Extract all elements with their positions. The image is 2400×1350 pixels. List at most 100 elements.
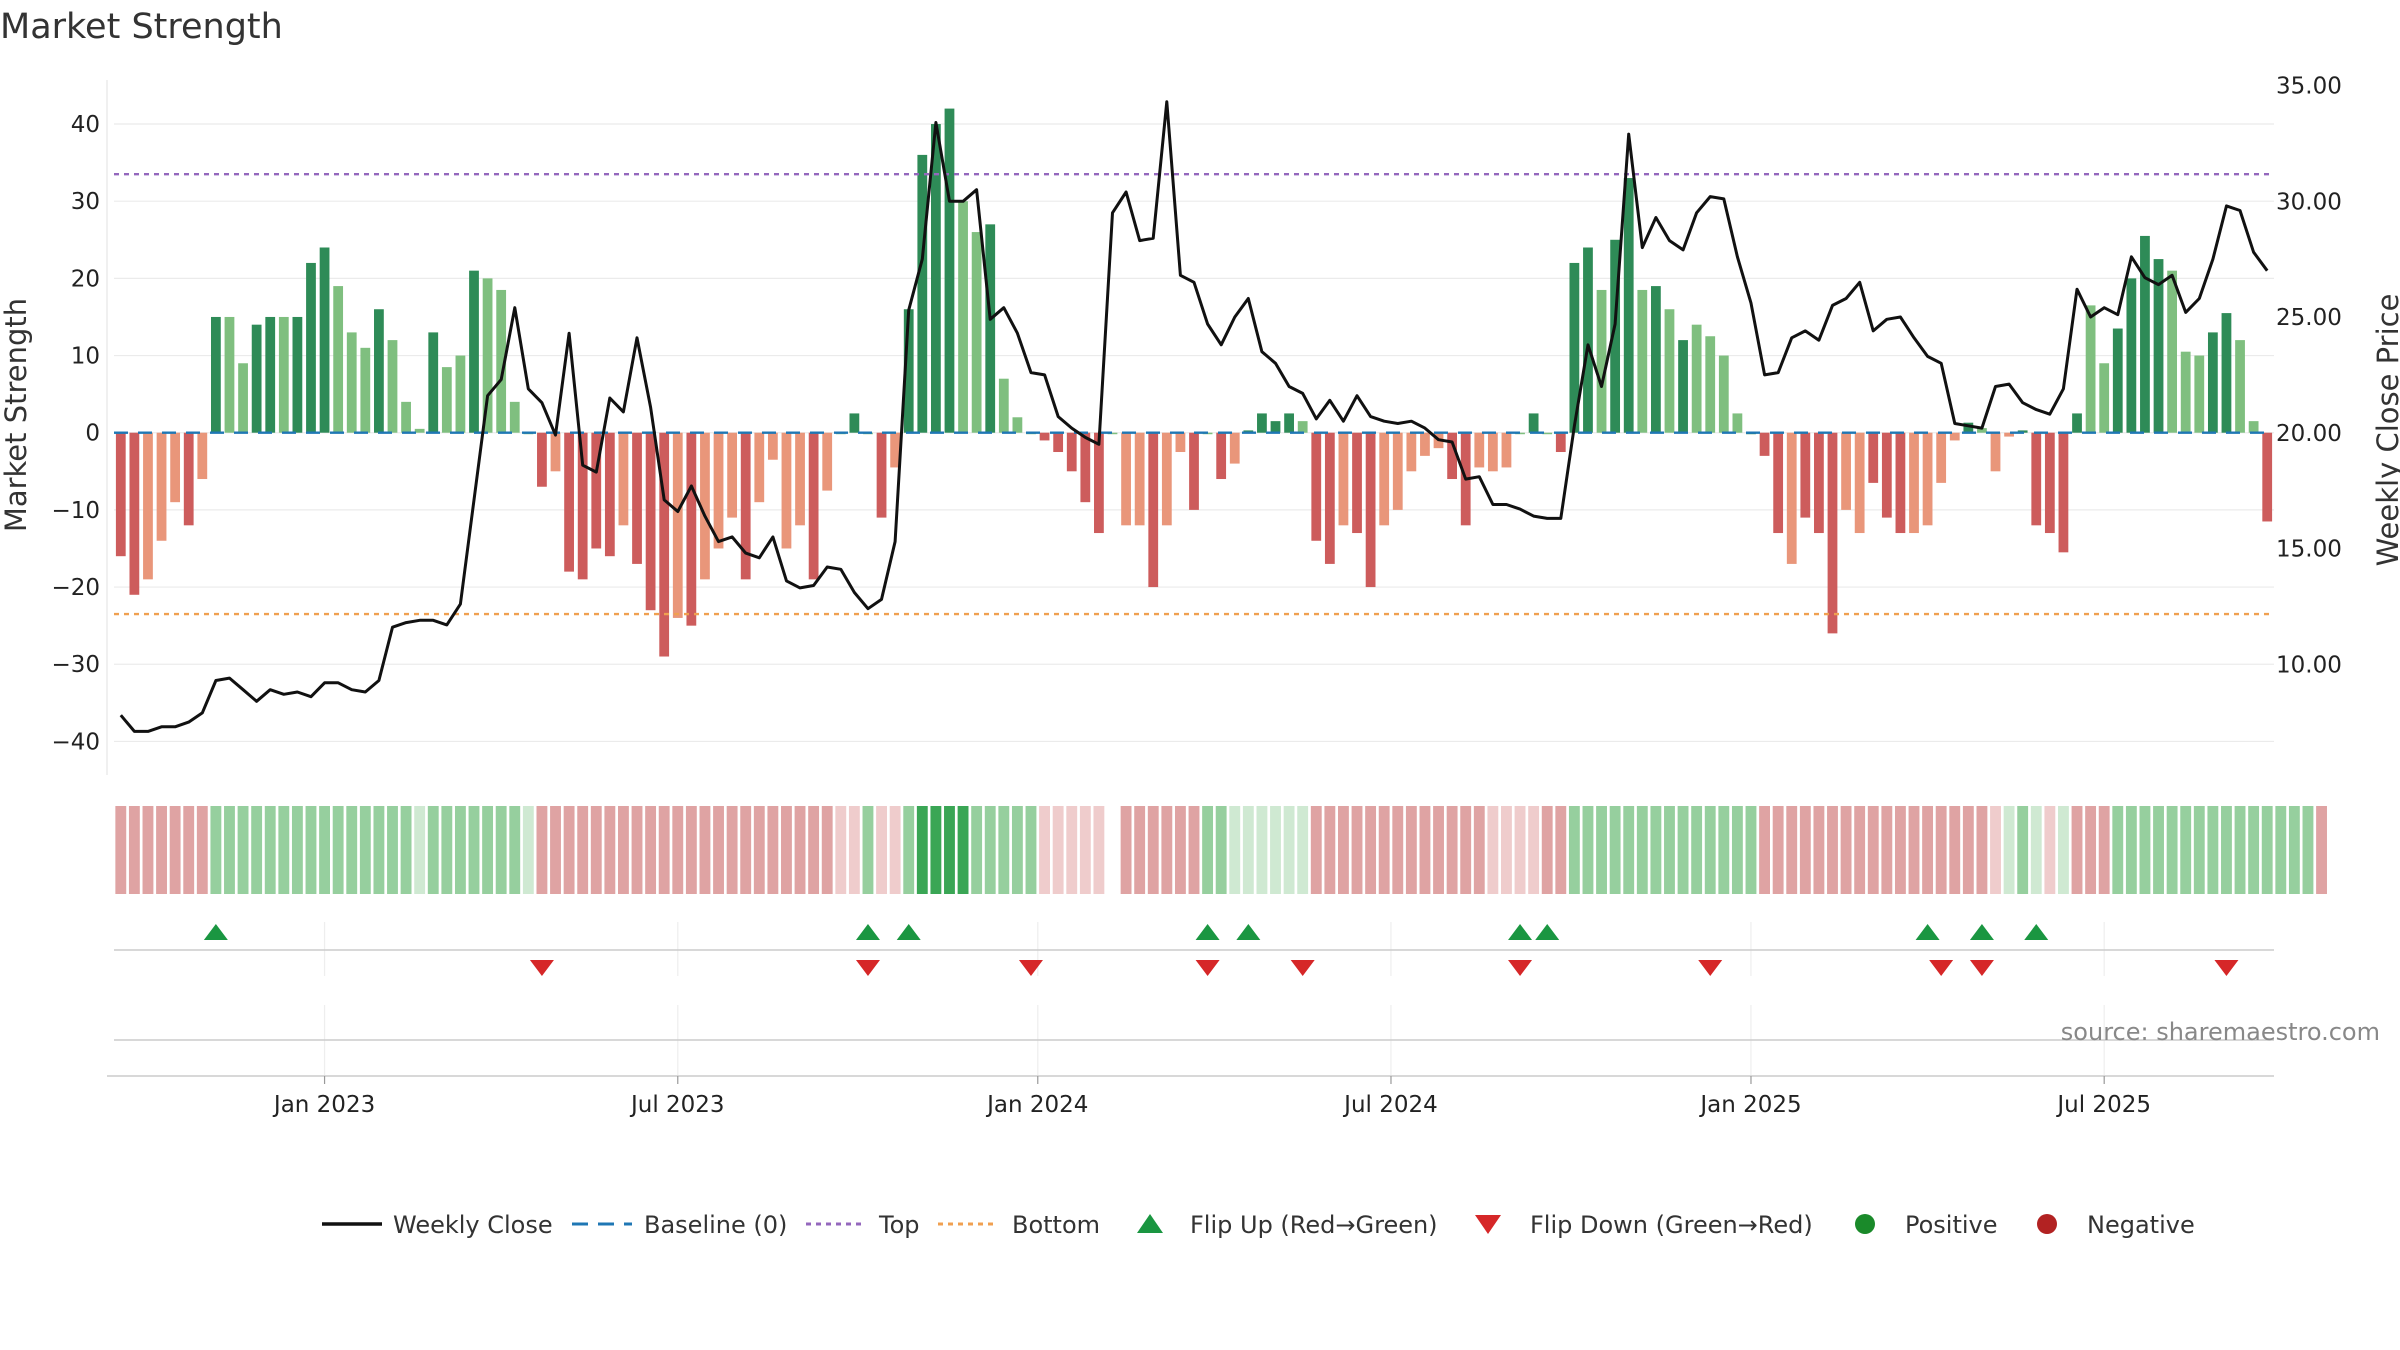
- status-cell: [1501, 806, 1512, 894]
- status-cell: [2125, 806, 2137, 894]
- status-cell: [278, 806, 290, 894]
- status-cell: [319, 806, 330, 894]
- strength-bar: [1732, 413, 1743, 433]
- y-tick-label: 40: [71, 112, 100, 138]
- strength-bar: [903, 309, 914, 433]
- status-cell: [332, 806, 344, 894]
- status-cell: [305, 806, 317, 894]
- status-cell: [577, 806, 589, 894]
- status-cell: [1433, 806, 1444, 894]
- status-cell: [971, 806, 983, 894]
- status-cell: [781, 806, 792, 894]
- y-axis-right: 35.00 30.00 25.00 20.00 15.00 10.00: [2276, 74, 2342, 679]
- strength-bar: [1800, 432, 1811, 518]
- status-cell: [794, 806, 806, 894]
- status-cell: [2044, 806, 2056, 894]
- y-tick-label: −10: [51, 498, 100, 524]
- x-tick-label: Jul 2024: [1342, 1092, 1438, 1118]
- status-cell: [998, 806, 1010, 894]
- strength-bar: [1189, 432, 1199, 510]
- status-cell: [427, 806, 439, 894]
- strength-bar: [1175, 432, 1186, 453]
- status-cell: [1962, 806, 1974, 894]
- strength-bar: [428, 332, 439, 433]
- flip-down-marker: [1018, 960, 1043, 976]
- strength-bar: [1786, 432, 1797, 564]
- strength-bar: [1814, 432, 1824, 534]
- status-cell: [2193, 806, 2205, 894]
- flip-up-marker: [2024, 924, 2049, 940]
- y2-tick-label: 20.00: [2276, 421, 2342, 447]
- status-cell: [1188, 806, 1200, 894]
- flip-up-marker: [1969, 924, 1994, 940]
- status-cell: [808, 806, 820, 894]
- legend-label: Weekly Close: [393, 1211, 553, 1239]
- strength-bar: [197, 432, 208, 480]
- strength-bar: [1161, 432, 1172, 526]
- x-tick-label: Jan 2025: [1698, 1092, 1801, 1118]
- flip-down-marker: [855, 960, 880, 976]
- strength-bar: [2072, 413, 2082, 433]
- status-cell: [2153, 806, 2164, 894]
- strength-bar: [849, 413, 860, 433]
- status-cell: [1528, 806, 1540, 894]
- y2-tick-label: 25.00: [2276, 305, 2342, 331]
- status-cell: [1840, 806, 1852, 894]
- strength-bar: [2248, 421, 2259, 433]
- reference-lines: [114, 172, 2274, 616]
- flip-up-marker: [855, 924, 880, 940]
- status-cell: [346, 806, 358, 894]
- weekly-close-line: [119, 100, 2269, 733]
- status-cell: [1609, 806, 1621, 894]
- strength-bar: [1963, 422, 1974, 433]
- strength-bar: [604, 432, 615, 557]
- strength-bar: [1895, 432, 1906, 534]
- status-cell: [1242, 806, 1254, 894]
- y-axis-label: Market Strength: [0, 298, 33, 532]
- strength-bar: [2221, 313, 2232, 433]
- status-cell: [631, 806, 643, 894]
- strength-bar: [1148, 432, 1159, 588]
- status-cell: [1582, 806, 1594, 894]
- strength-bar: [1990, 432, 2001, 472]
- source-note: source: sharemaestro.com: [2061, 1018, 2380, 1046]
- status-cell: [196, 806, 208, 894]
- strength-bar: [2180, 351, 2191, 433]
- strength-bar: [1610, 239, 1621, 433]
- flip-up-marker: [1195, 924, 1220, 940]
- status-cell: [1093, 806, 1105, 894]
- status-cell: [482, 806, 494, 894]
- status-cell: [128, 806, 140, 894]
- strength-bar: [890, 432, 901, 468]
- status-cell: [1473, 806, 1485, 894]
- strength-bar: [645, 432, 656, 611]
- strength-bar: [1447, 432, 1458, 480]
- flip-down-marker: [2214, 960, 2239, 976]
- strength-bar: [672, 432, 683, 618]
- status-cell: [1854, 806, 1866, 894]
- status-cell: [142, 806, 154, 894]
- status-cell: [1310, 806, 1322, 894]
- strength-bar: [1678, 340, 1688, 433]
- status-cell: [2017, 806, 2029, 894]
- strength-bar: [1528, 413, 1539, 433]
- strength-bar: [2262, 432, 2273, 522]
- strength-bar: [1868, 432, 1879, 483]
- strength-bar: [632, 432, 642, 564]
- strength-bar: [2112, 328, 2123, 433]
- strength-bar: [713, 432, 724, 549]
- status-cell: [726, 806, 738, 894]
- status-cell: [604, 806, 616, 894]
- status-cell: [441, 806, 453, 894]
- status-cell: [1745, 806, 1757, 894]
- strength-bar: [2167, 270, 2178, 433]
- legend-swatch-flip-up: [1137, 1214, 1163, 1233]
- strength-bar: [1623, 178, 1634, 433]
- strength-bar: [1338, 432, 1349, 526]
- strength-bar: [822, 432, 833, 491]
- legend-swatch-negative: [2037, 1214, 2057, 1234]
- status-cell: [1894, 806, 1906, 894]
- strength-bar: [224, 316, 235, 433]
- strength-bar: [1881, 432, 1892, 518]
- status-cell: [1813, 806, 1825, 894]
